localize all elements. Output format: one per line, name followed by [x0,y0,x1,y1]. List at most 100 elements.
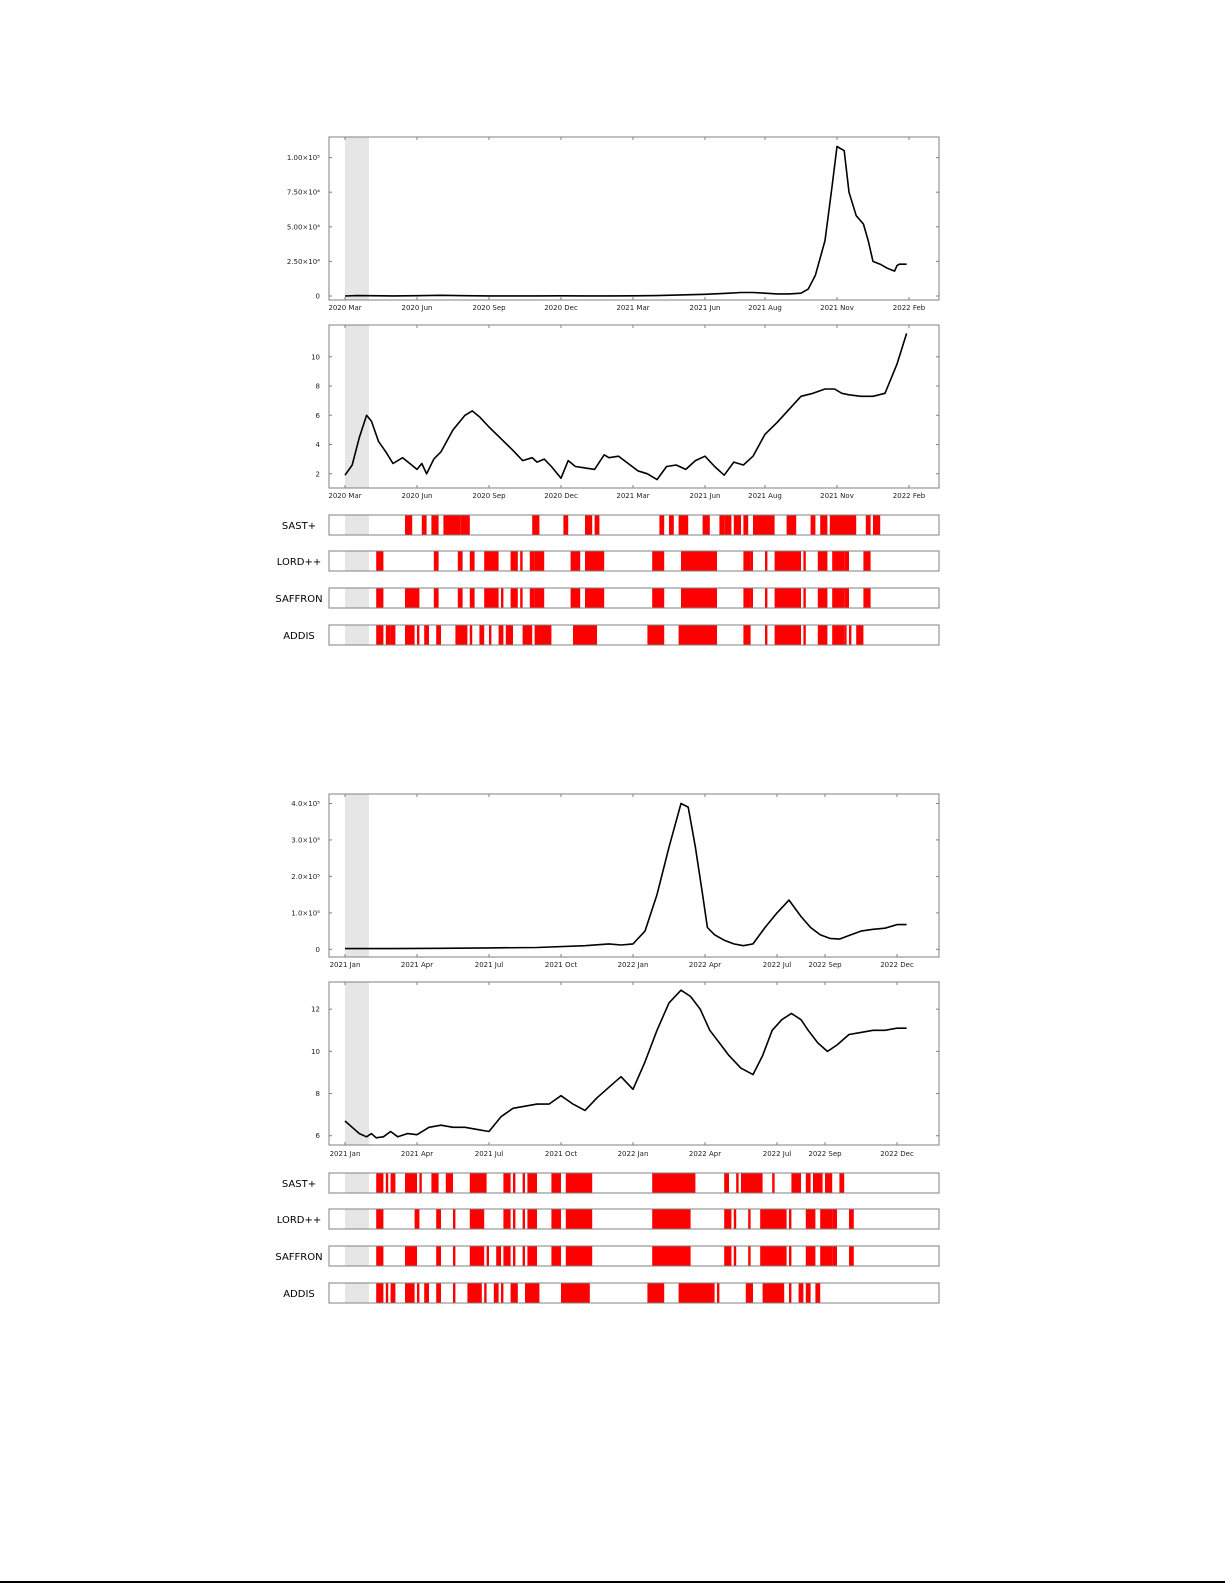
detection-segment [424,625,429,645]
detection-segment [390,1283,396,1303]
detection-segment [436,1246,441,1266]
detection-segment [405,588,420,608]
x-tick-label: 2021 Jul [475,1150,504,1158]
detection-segment [496,1246,501,1266]
detection-segment [865,515,871,535]
x-tick-label: 2021 Aug [748,304,782,312]
y-tick-label: 2.50×10⁴ [287,258,320,266]
detection-segment [789,1246,792,1266]
detection-segment [565,1173,593,1193]
stripe-frame [328,514,940,536]
detection-segment [817,588,828,608]
x-tick-label: 2020 Jun [402,492,433,500]
detection-segment [405,625,415,645]
y-tick-label: 0 [316,946,320,954]
detection-segment [522,1173,525,1193]
stripe-frame [328,550,940,572]
detection-segment [733,1209,737,1229]
shaded-region [345,982,369,1145]
series-line [344,333,908,481]
detection-segment [849,1246,854,1266]
detection-segment [455,625,468,645]
detection-segment [748,1246,751,1266]
detection-segment [551,1173,561,1193]
shaded-region [345,1283,369,1303]
shaded-region [345,1246,369,1266]
detection-segment [678,1283,715,1303]
stripe-row-label: ADDIS [283,631,315,642]
detection-segment [820,1209,833,1229]
detection-segment [805,1209,816,1229]
detection-segment [817,551,828,571]
x-tick-label: 2021 Jun [690,304,721,312]
detection-segment [469,1209,485,1229]
detection-segment [424,1283,429,1303]
detection-segment [376,1173,384,1193]
shaded-region [345,588,369,608]
detection-segment [681,588,717,608]
detection-segment [436,625,441,645]
detection-segment [863,588,871,608]
detection-segment [570,551,581,571]
detection-segment [469,625,473,645]
detection-segment [376,1246,384,1266]
detection-segment [803,551,806,571]
detection-segment [501,588,504,608]
fig1-panel-reproduction-like-index: 2 4 6 8 10 2020 Mar 2020 Jun 2020 Sep 2020 Dec 20… [311,324,940,500]
y-tick-label: 12 [311,1006,320,1014]
detection-segment [390,1173,396,1193]
detection-segment [376,1209,384,1229]
detection-segment [534,625,552,645]
y-tick-label: 10 [311,1048,320,1056]
plot-frame [328,136,940,301]
stripe-frame [328,1282,940,1304]
detection-segment [520,588,523,608]
x-tick-label: 2022 Sep [808,1150,842,1158]
stripe-frame [328,587,940,609]
detection-segment [856,625,864,645]
detection-segment [376,1283,384,1303]
detection-segment [585,515,593,535]
detection-segment [469,588,475,608]
x-tick-label: 2020 Sep [472,492,506,500]
stripe-row-label: SAFFRON [275,594,322,605]
detection-segment [522,1209,525,1229]
detection-segment [805,1173,811,1193]
detection-segment [765,588,768,608]
detection-segment [534,588,545,608]
detection-segment [484,551,499,571]
shaded-region [345,1209,369,1229]
detection-segment [445,1173,453,1193]
x-tick-label: 2020 Mar [328,492,361,500]
detection-segment [469,1173,487,1193]
plot-frame [328,324,940,489]
y-tick-label: 1.0×10⁵ [291,909,320,917]
fig2-panel-cases: 0 1.0×10⁵ 2.0×10⁵ 3.0×10⁵ 4.0×10⁵ 2021 Jan 202… [291,793,940,969]
detection-segment [652,588,665,608]
detection-segment [376,588,384,608]
detection-segment [813,1173,823,1193]
detection-segment [529,551,535,571]
y-tick-label: 2.0×10⁵ [291,873,320,881]
x-tick-label: 2022 Sep [808,961,842,969]
detection-segment [565,1209,593,1229]
x-tick-label: 2021 Nov [820,492,854,500]
x-tick-label: 2020 Dec [544,304,578,312]
stripe-row-label: SAST+ [282,1179,316,1190]
detection-segment [484,1283,487,1303]
detection-segment [702,515,710,535]
detection-segment [849,1209,854,1229]
x-tick-label: 2021 Jun [690,492,721,500]
detection-segment [760,1209,787,1229]
detection-segment [561,1283,590,1303]
shaded-region [345,625,369,645]
detection-segment [844,625,847,645]
page-bottom-rule [0,1581,1225,1583]
x-tick-label: 2021 Aug [748,492,782,500]
y-tick-label: 6 [316,412,321,420]
detection-segment [817,625,828,645]
stripe-row-label: ADDIS [283,1289,315,1300]
detection-segment [405,515,413,535]
y-tick-label: 7.50×10⁴ [287,189,320,197]
fig1-panel-cases: 0 2.50×10⁴ 5.00×10⁴ 7.50×10⁴ 1.00×10⁵ 2020 Ma… [287,136,940,312]
